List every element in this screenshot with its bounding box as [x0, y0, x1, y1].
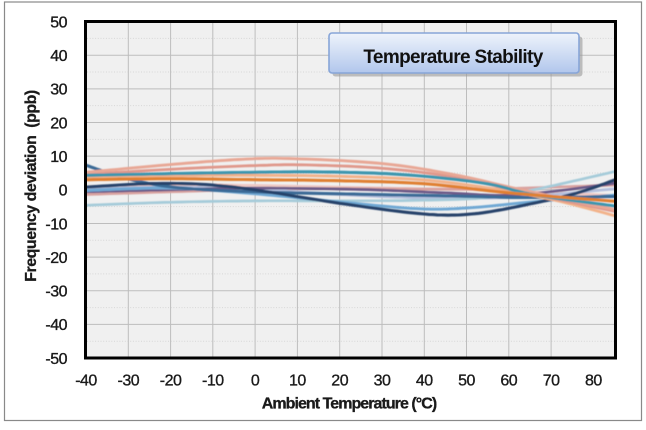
svg-text:0: 0 — [59, 183, 68, 200]
svg-text:-50: -50 — [45, 351, 67, 368]
svg-text:40: 40 — [416, 373, 433, 390]
svg-text:-30: -30 — [45, 284, 67, 301]
svg-text:40: 40 — [50, 48, 67, 65]
svg-text:Ambient Temperature (°C): Ambient Temperature (°C) — [262, 396, 437, 413]
svg-text:30: 30 — [374, 373, 391, 390]
svg-text:50: 50 — [458, 373, 475, 390]
svg-text:70: 70 — [543, 373, 560, 390]
svg-text:-20: -20 — [45, 250, 67, 267]
svg-text:-40: -40 — [75, 373, 97, 390]
svg-text:20: 20 — [331, 373, 348, 390]
svg-text:Frequency deviation (ppb): Frequency deviation (ppb) — [23, 90, 40, 282]
svg-text:0: 0 — [251, 373, 260, 390]
svg-text:10: 10 — [50, 149, 67, 166]
svg-text:20: 20 — [50, 115, 67, 132]
svg-text:-40: -40 — [45, 317, 67, 334]
svg-text:60: 60 — [500, 373, 517, 390]
svg-text:-10: -10 — [45, 216, 67, 233]
svg-text:30: 30 — [50, 82, 67, 99]
svg-text:10: 10 — [289, 373, 306, 390]
svg-text:50: 50 — [50, 14, 67, 31]
svg-text:80: 80 — [585, 373, 602, 390]
svg-text:Temperature Stability: Temperature Stability — [363, 47, 543, 68]
svg-text:-10: -10 — [202, 373, 224, 390]
svg-text:-30: -30 — [117, 373, 139, 390]
svg-text:-20: -20 — [160, 373, 182, 390]
